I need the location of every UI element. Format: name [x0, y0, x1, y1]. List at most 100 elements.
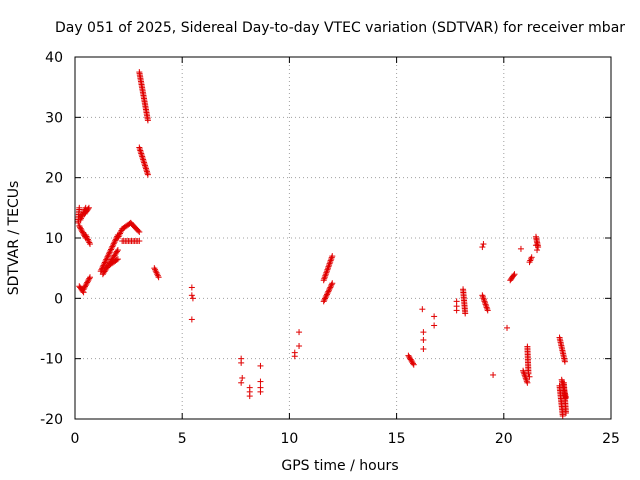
data-point	[517, 245, 524, 252]
data-point	[85, 276, 92, 283]
data-point	[296, 329, 303, 336]
data-point	[105, 252, 112, 259]
data-point	[325, 287, 332, 294]
y-tick-label: -20	[40, 412, 63, 428]
data-point	[110, 240, 117, 247]
data-point	[108, 246, 115, 253]
data-point	[79, 228, 86, 235]
data-point	[102, 258, 109, 265]
x-tick-label: 5	[178, 431, 187, 447]
data-point	[76, 222, 83, 229]
data-point	[112, 237, 119, 244]
data-point	[77, 224, 84, 231]
chart-title: Day 051 of 2025, Sidereal Day-to-day VTE…	[55, 20, 625, 36]
data-point	[85, 204, 92, 211]
data-point	[188, 316, 195, 323]
data-point	[109, 243, 116, 250]
data-point	[188, 284, 195, 291]
data-point	[104, 253, 111, 260]
data-point	[100, 262, 107, 269]
data-point	[431, 322, 438, 329]
data-point	[99, 263, 106, 270]
data-point	[490, 371, 497, 378]
data-point	[238, 379, 245, 386]
data-point	[155, 274, 162, 281]
x-tick-label: 25	[602, 431, 620, 447]
y-tick-label: 40	[45, 50, 63, 66]
data-point	[324, 291, 331, 298]
data-point	[504, 324, 511, 331]
y-tick-label: 0	[54, 291, 63, 307]
data-point	[188, 292, 195, 299]
data-point	[84, 278, 91, 285]
data-point	[328, 281, 335, 288]
data-point	[559, 412, 566, 419]
data-point	[525, 370, 532, 377]
data-point	[136, 228, 143, 235]
x-axis-label: GPS time / hours	[281, 458, 398, 474]
data-point	[325, 288, 332, 295]
y-tick-label: 30	[45, 110, 63, 126]
data-point	[103, 255, 110, 262]
data-point	[532, 242, 539, 249]
data-point	[189, 295, 196, 302]
data-point	[144, 117, 151, 124]
data-point	[324, 289, 331, 296]
x-tick-label: 0	[71, 431, 80, 447]
data-point	[114, 247, 121, 254]
data-point	[420, 336, 427, 343]
data-point	[320, 298, 327, 305]
y-tick-label: 10	[45, 231, 63, 247]
data-point	[82, 282, 89, 289]
data-point	[511, 271, 518, 278]
y-tick-label: -10	[40, 352, 63, 368]
data-point	[257, 378, 264, 385]
data-point	[84, 279, 91, 286]
data-point	[114, 256, 121, 263]
data-point	[78, 226, 85, 233]
data-point	[326, 285, 333, 292]
data-point	[479, 244, 486, 251]
data-point	[322, 294, 329, 301]
x-tick-label: 10	[280, 431, 298, 447]
data-point	[561, 358, 568, 365]
data-point	[101, 259, 108, 266]
x-tick-label: 20	[495, 431, 513, 447]
data-point	[453, 307, 460, 314]
data-point	[238, 359, 245, 366]
data-point	[420, 346, 427, 353]
data-point	[113, 256, 120, 263]
data-point	[562, 409, 569, 416]
data-point	[528, 254, 535, 261]
data-point	[431, 313, 438, 320]
data-point	[81, 284, 88, 291]
data-point	[144, 171, 151, 178]
data-point	[106, 249, 113, 256]
data-point	[111, 239, 118, 246]
data-point	[291, 353, 298, 360]
data-point	[322, 295, 329, 302]
data-point	[410, 361, 417, 368]
data-point	[82, 283, 89, 290]
data-point	[105, 250, 112, 257]
data-point	[534, 247, 541, 254]
data-point	[462, 310, 469, 317]
axis-ticks: 0 5 10 15 20 25 -20 -10 0 10 20 30 40	[40, 50, 620, 447]
data-point	[409, 360, 416, 367]
data-point	[257, 388, 264, 395]
data-point	[83, 280, 90, 287]
data-point	[419, 306, 426, 313]
data-point	[114, 248, 121, 255]
data-point	[103, 256, 110, 263]
data-point	[329, 280, 336, 287]
data-point	[239, 374, 246, 381]
data-point	[257, 362, 264, 369]
data-point	[85, 206, 92, 213]
data-point	[86, 275, 93, 282]
x-tick-label: 15	[388, 431, 406, 447]
data-point	[246, 393, 253, 400]
y-tick-label: 20	[45, 171, 63, 187]
data-point	[329, 253, 336, 260]
data-points	[75, 69, 569, 419]
